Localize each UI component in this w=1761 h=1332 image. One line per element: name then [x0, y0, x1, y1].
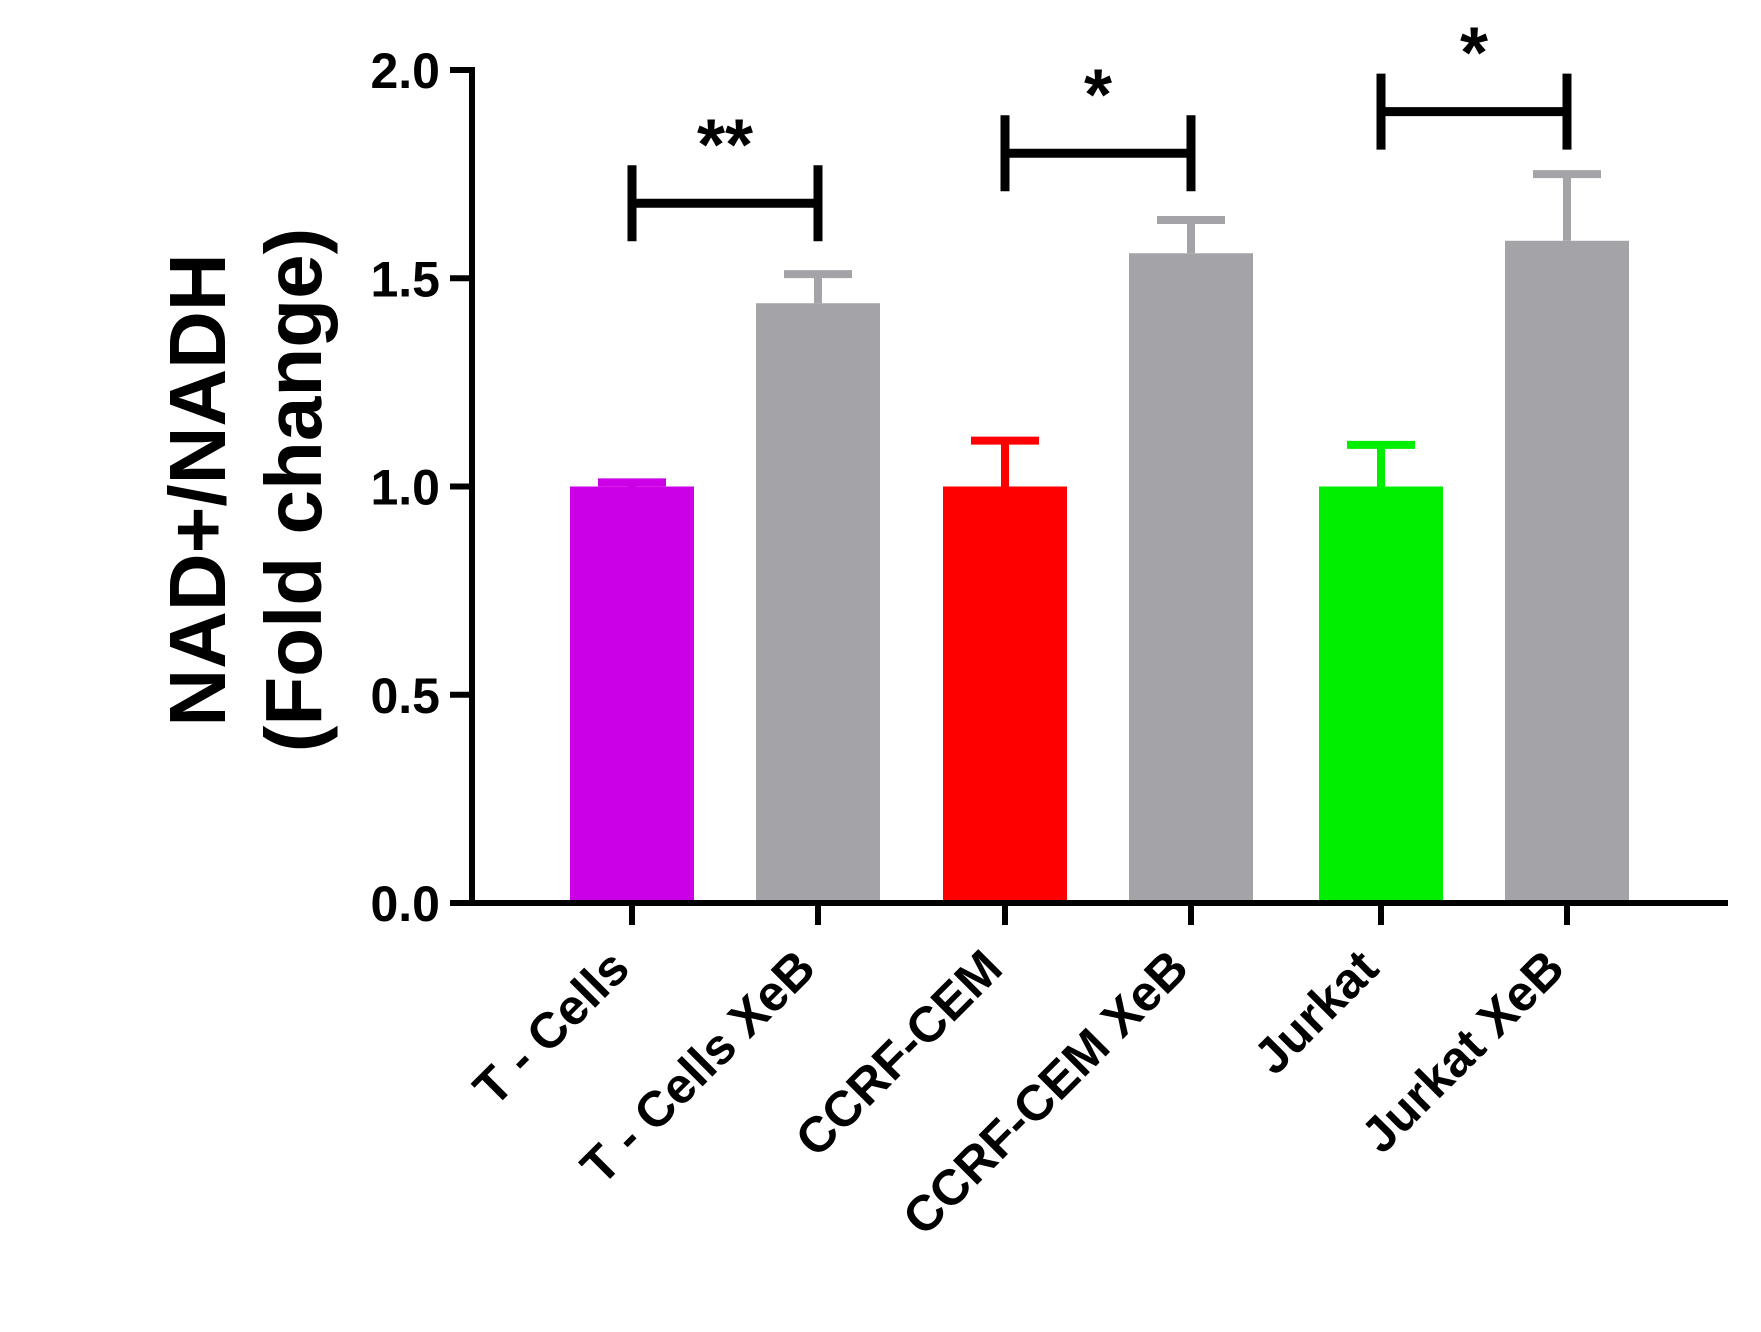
y-tick-label-3: 1.5 [370, 251, 440, 307]
y-tick-label-0: 0.0 [370, 876, 440, 932]
y-axis-title-line-2: (Fold change) [249, 228, 338, 752]
x-tick-label-5: Jurkat XeB [1350, 939, 1574, 1163]
sig-label-2: * [1460, 14, 1488, 94]
error-bars [598, 170, 1601, 487]
bar-5 [1505, 240, 1629, 903]
significance-brackets: **** [627, 14, 1572, 242]
y-tick-label-2: 1.0 [370, 460, 440, 516]
bar-1 [756, 303, 880, 903]
y-axis-title: NAD+/NADH (Fold change) [153, 228, 338, 752]
x-tick-label-0: T - Cells [463, 939, 640, 1116]
x-tick-label-4: Jurkat [1243, 939, 1389, 1085]
bar-0 [570, 486, 694, 903]
bar-4 [1319, 486, 1443, 903]
sig-label-1: * [1084, 55, 1112, 135]
sig-label-0: ** [697, 105, 753, 185]
bar-2 [943, 486, 1067, 903]
y-tick-label-1: 0.5 [370, 668, 440, 724]
y-tick-label-4: 2.0 [370, 43, 440, 99]
y-axis-title-line-1: NAD+/NADH [153, 253, 242, 726]
y-ticks: 0.0 0.5 1.0 1.5 2.0 [370, 43, 472, 932]
bars [570, 240, 1629, 903]
bar-3 [1129, 253, 1253, 903]
